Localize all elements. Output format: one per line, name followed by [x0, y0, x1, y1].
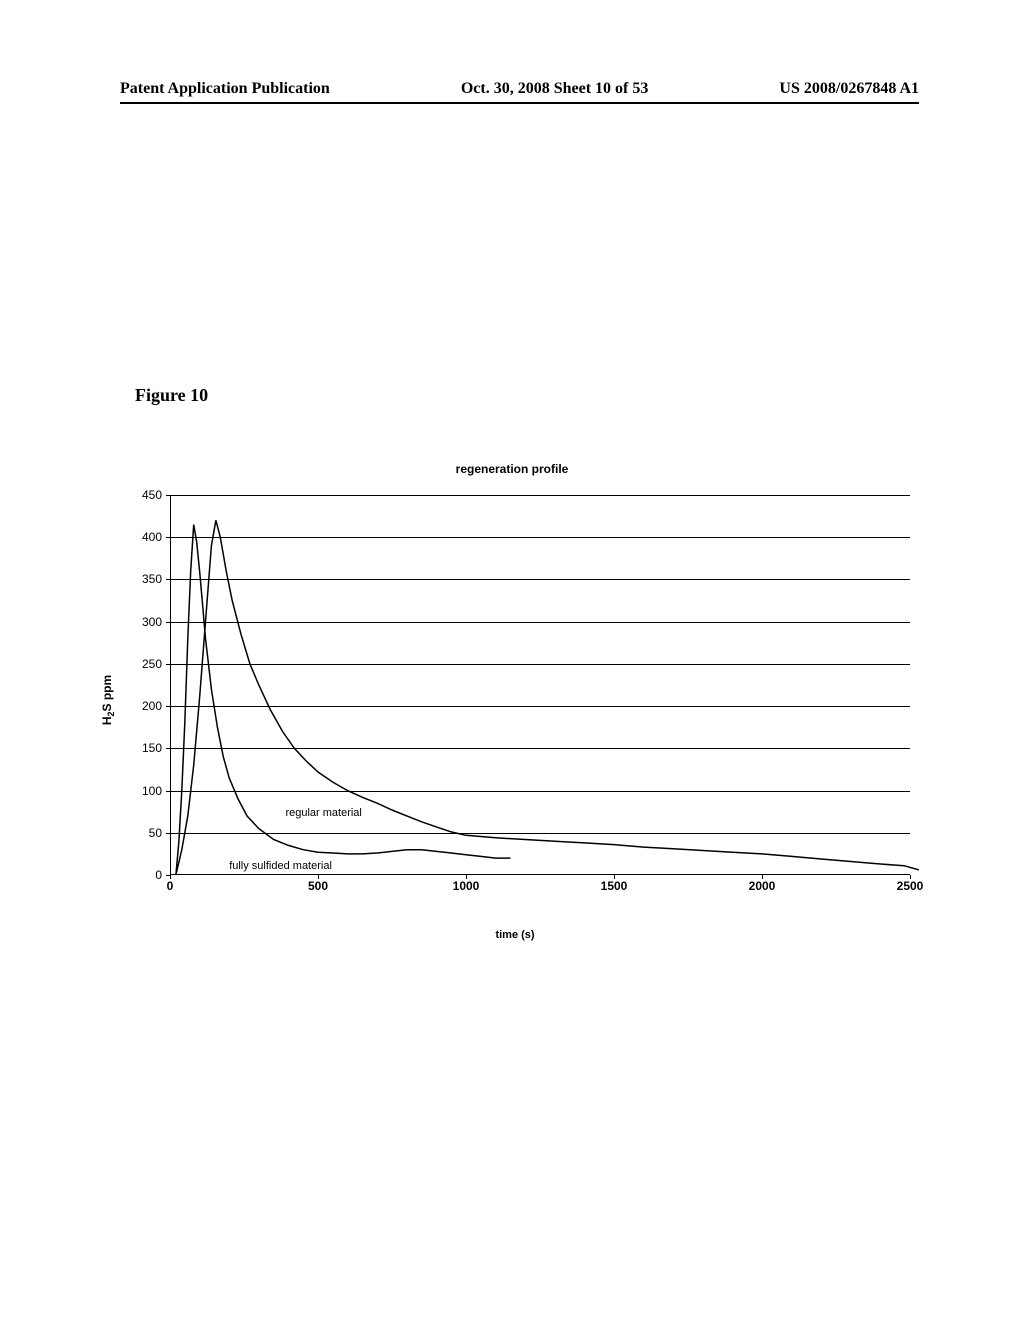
y-tick-mark: [166, 748, 170, 749]
y-tick-label: 100: [142, 784, 162, 798]
grid-line: [170, 579, 910, 580]
y-tick-label: 200: [142, 699, 162, 713]
y-tick-label: 350: [142, 572, 162, 586]
y-tick-label: 300: [142, 615, 162, 629]
chart-container: H2S ppm 05010015020025030035040045005001…: [120, 495, 910, 905]
y-tick-label: 0: [155, 868, 162, 882]
grid-line: [170, 706, 910, 707]
figure-label: Figure 10: [135, 385, 208, 406]
grid-line: [170, 495, 910, 496]
y-tick-mark: [166, 537, 170, 538]
plot-area: 0501001502002503003504004500500100015002…: [170, 495, 910, 875]
y-tick-mark: [166, 579, 170, 580]
chart-title: regeneration profile: [0, 462, 1024, 476]
y-tick-mark: [166, 791, 170, 792]
y-tick-mark: [166, 664, 170, 665]
y-tick-label: 400: [142, 530, 162, 544]
header-center: Oct. 30, 2008 Sheet 10 of 53: [461, 80, 649, 98]
y-tick-label: 50: [149, 826, 162, 840]
x-tick-label: 1500: [601, 879, 628, 893]
x-axis-label: time (s): [495, 929, 534, 941]
y-tick-mark: [166, 706, 170, 707]
series-line: [176, 520, 919, 875]
chart-curves: [170, 495, 910, 875]
grid-line: [170, 791, 910, 792]
x-tick-label: 500: [308, 879, 328, 893]
grid-line: [170, 537, 910, 538]
y-tick-label: 450: [142, 488, 162, 502]
grid-line: [170, 622, 910, 623]
header-left: Patent Application Publication: [120, 80, 330, 98]
y-tick-label: 150: [142, 741, 162, 755]
x-tick-label: 2000: [749, 879, 776, 893]
y-tick-mark: [166, 833, 170, 834]
y-tick-mark: [166, 622, 170, 623]
series-label: fully sulfided material: [229, 860, 332, 872]
grid-line: [170, 833, 910, 834]
grid-line: [170, 664, 910, 665]
x-tick-label: 2500: [897, 879, 924, 893]
x-tick-label: 0: [167, 879, 174, 893]
series-line: [176, 525, 511, 875]
page-header: Patent Application Publication Oct. 30, …: [120, 80, 919, 104]
y-tick-mark: [166, 495, 170, 496]
series-label: regular material: [285, 807, 361, 819]
header-right: US 2008/0267848 A1: [779, 80, 919, 98]
y-axis-label: H2S ppm: [100, 675, 116, 725]
grid-line: [170, 748, 910, 749]
x-tick-label: 1000: [453, 879, 480, 893]
y-tick-label: 250: [142, 657, 162, 671]
